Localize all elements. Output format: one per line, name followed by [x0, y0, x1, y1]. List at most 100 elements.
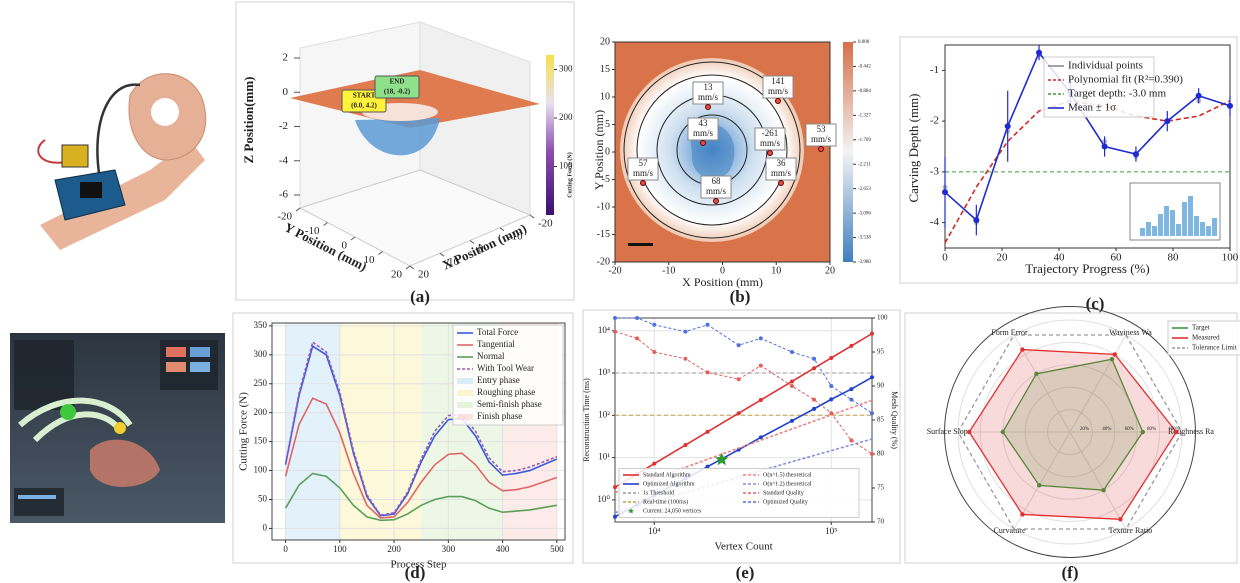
- y-tick-label: -20: [597, 256, 610, 267]
- fist-gap: [151, 98, 179, 126]
- y-tick: [351, 237, 355, 240]
- series-point: [635, 336, 639, 340]
- inset-bar: [1176, 224, 1181, 236]
- y-tick-label: 5: [605, 119, 610, 130]
- colorbar: [546, 55, 554, 215]
- colorbar-tick-label: -0.884: [858, 89, 871, 94]
- speed-unit: mm/s: [760, 138, 781, 148]
- annotation-text: START: [353, 92, 376, 100]
- y-tick-label: 0: [263, 522, 268, 532]
- speed-point: [706, 105, 711, 110]
- x-axis-label: Vertex Count: [714, 541, 772, 553]
- x-tick-label: 10⁴: [648, 526, 660, 536]
- legend-label: Optimized Quality: [763, 499, 808, 505]
- speed-unit: mm/s: [811, 134, 832, 144]
- series-point: [683, 357, 687, 361]
- x-tick-label: -20: [608, 265, 621, 276]
- r-tick-label: 40%: [1102, 427, 1111, 432]
- legend-label: Real-time (100ms): [643, 498, 688, 505]
- series-point: [812, 398, 816, 402]
- speed-value: -261: [762, 128, 779, 138]
- legend-label: With Tool Wear: [477, 363, 534, 373]
- y-tick-label: 0: [605, 146, 610, 157]
- y-tick-label: 200: [254, 407, 268, 417]
- series-point: [849, 387, 853, 391]
- annotation-text: END: [390, 78, 405, 86]
- axis-label: Texture Ratio: [1109, 526, 1153, 535]
- series-point: [870, 452, 874, 456]
- colorbar-tick-label: -0.442: [858, 65, 871, 70]
- speed-point: [779, 181, 784, 186]
- colorbar-tick-label: -1.327: [858, 113, 871, 118]
- colorbar-tick-label: -1.769: [858, 138, 871, 143]
- series-point: [967, 430, 971, 434]
- status-tile: [166, 362, 186, 372]
- series-point: [613, 330, 617, 334]
- panel-label: (d): [405, 563, 426, 582]
- x-tick: [410, 266, 414, 269]
- axis-label: Surface Slope: [927, 427, 972, 436]
- x-tick-label: 10: [771, 265, 781, 276]
- x-tick-label: 300: [442, 544, 456, 554]
- tool-marker: [60, 404, 76, 420]
- z-tick-label: 0: [283, 86, 289, 98]
- colorbar-tick-label: 200: [559, 112, 573, 122]
- axis-label: Curvature: [994, 526, 1026, 535]
- status-tile: [190, 347, 210, 357]
- inset-bar: [1200, 222, 1205, 236]
- inset-bar: [1212, 218, 1217, 236]
- y-tick-label: 10⁰: [597, 494, 610, 504]
- legend-label: Tangential: [477, 339, 515, 349]
- panel-label: (a): [410, 287, 430, 306]
- series-point: [870, 411, 874, 415]
- y-tick: [406, 266, 410, 269]
- series-point: [829, 384, 833, 388]
- x-tick-label: 20: [997, 252, 1009, 264]
- colorbar: [843, 42, 853, 262]
- mean-point: [1227, 103, 1233, 109]
- y2-tick-label: 80: [877, 450, 885, 458]
- series-point: [1118, 517, 1122, 521]
- annotation-text: (0.0, 4.2): [351, 102, 377, 110]
- mean-point: [1102, 144, 1108, 150]
- series-point: [759, 336, 763, 340]
- series-point: [1113, 352, 1117, 356]
- x-axis-label: X Position (mm): [682, 275, 763, 289]
- y-tick: [379, 252, 383, 255]
- series-point: [829, 356, 833, 360]
- panel-label: (e): [736, 563, 755, 582]
- inset-bar: [1164, 206, 1169, 236]
- speed-unit: mm/s: [693, 128, 714, 138]
- y-axis-label: Reconstruction Time (ms): [582, 378, 591, 462]
- legend-label: 1s Threshold: [643, 490, 674, 496]
- x-tick-label: -10: [662, 265, 675, 276]
- x-tick-label: 400: [496, 544, 510, 554]
- target-marker: [114, 422, 126, 434]
- series-point: [870, 375, 874, 379]
- y-tick-label: 10²: [598, 409, 610, 419]
- mean-point: [942, 189, 948, 195]
- y-tick-label: -3: [930, 165, 940, 177]
- y-tick-label: -10: [597, 201, 610, 212]
- speed-unit: mm/s: [771, 168, 792, 178]
- y-tick-label: 20: [391, 269, 403, 281]
- y-tick-label: 250: [254, 378, 268, 388]
- speed-value: 36: [777, 158, 787, 168]
- speed-unit: mm/s: [633, 168, 654, 178]
- speed-point: [641, 181, 646, 186]
- y-tick-label: -1: [930, 64, 939, 76]
- mean-point: [1133, 151, 1139, 157]
- speed-point: [819, 147, 824, 152]
- series-point: [759, 435, 763, 439]
- legend-label: Measured: [1192, 334, 1220, 342]
- y-axis-label: Cutting Force (N): [238, 392, 250, 471]
- speed-unit: mm/s: [698, 92, 719, 102]
- panel-label: (c): [1086, 294, 1105, 313]
- series-point: [759, 364, 763, 368]
- speed-point: [701, 141, 706, 146]
- speed-point: [776, 99, 781, 104]
- legend-label: Normal: [477, 351, 505, 361]
- x-axis-label: Trajectory Progress (%): [1025, 261, 1149, 276]
- y-tick-label: 150: [254, 436, 268, 446]
- y-tick-label: -4: [930, 216, 940, 228]
